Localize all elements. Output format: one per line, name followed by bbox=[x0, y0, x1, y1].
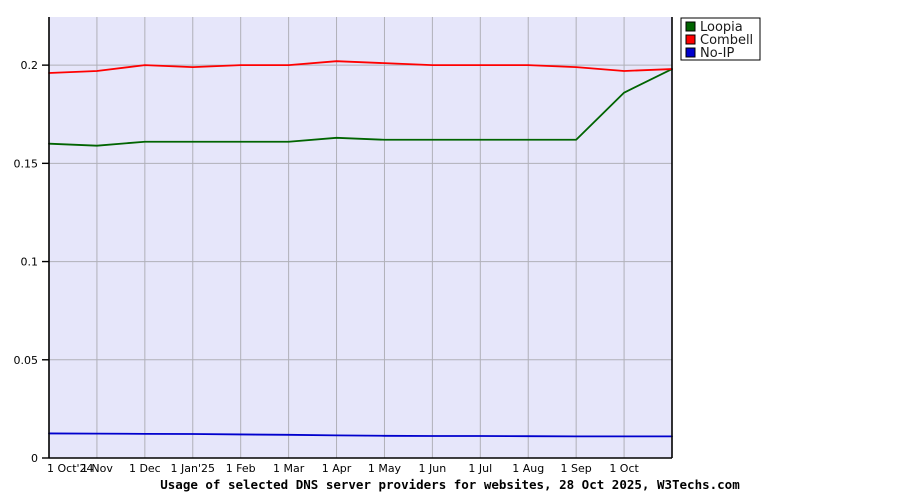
legend-swatch-no-ip bbox=[685, 47, 696, 58]
y-tick-label: 0.2 bbox=[21, 59, 39, 72]
y-tick-label: 0 bbox=[31, 452, 38, 465]
x-tick-label: 1 Nov bbox=[81, 462, 113, 475]
x-tick-label: 1 Feb bbox=[226, 462, 256, 475]
plot-area-background bbox=[49, 17, 672, 458]
x-tick-label: 1 Oct bbox=[609, 462, 639, 475]
data-series-group bbox=[48, 60, 673, 438]
chart-caption: Usage of selected DNS server providers f… bbox=[160, 477, 740, 492]
series-line-no-ip bbox=[48, 432, 673, 438]
x-tick-label: 1 Sep bbox=[561, 462, 592, 475]
y-axis-ticks: 0 0.05 0.1 0.15 0.2 bbox=[14, 59, 49, 465]
y-tick-label: 0.1 bbox=[21, 256, 39, 269]
x-tick-label: 1 Jan'25 bbox=[171, 462, 215, 475]
legend-label-combell: Combell bbox=[700, 33, 753, 48]
x-tick-label: 1 May bbox=[368, 462, 402, 475]
y-tick-label: 0.15 bbox=[14, 157, 39, 170]
y-tick-label: 0.05 bbox=[14, 354, 39, 367]
x-tick-label: 1 Apr bbox=[322, 462, 352, 475]
x-tick-label: 1 Jun bbox=[419, 462, 447, 475]
legend-label-loopia: Loopia bbox=[700, 20, 743, 35]
x-tick-label: 1 Aug bbox=[512, 462, 544, 475]
x-axis-ticks: 1 Oct'241 Nov 1 Dec 1 Jan'25 1 Feb 1 Mar 1 Ap… bbox=[47, 462, 640, 475]
legend-swatch-combell bbox=[685, 34, 696, 45]
x-tick-label: 1 Jul bbox=[468, 462, 492, 475]
series-line-combell bbox=[48, 60, 673, 74]
x-tick-label: 1 Mar bbox=[273, 462, 305, 475]
x-tick-label: 1 Oct'24 bbox=[47, 462, 94, 475]
series-line-loopia bbox=[48, 68, 673, 147]
x-gridlines bbox=[96, 17, 625, 458]
legend-label-no-ip: No-IP bbox=[700, 46, 734, 61]
legend-swatch-loopia bbox=[685, 21, 696, 32]
x-tick-label: 1 Dec bbox=[129, 462, 161, 475]
